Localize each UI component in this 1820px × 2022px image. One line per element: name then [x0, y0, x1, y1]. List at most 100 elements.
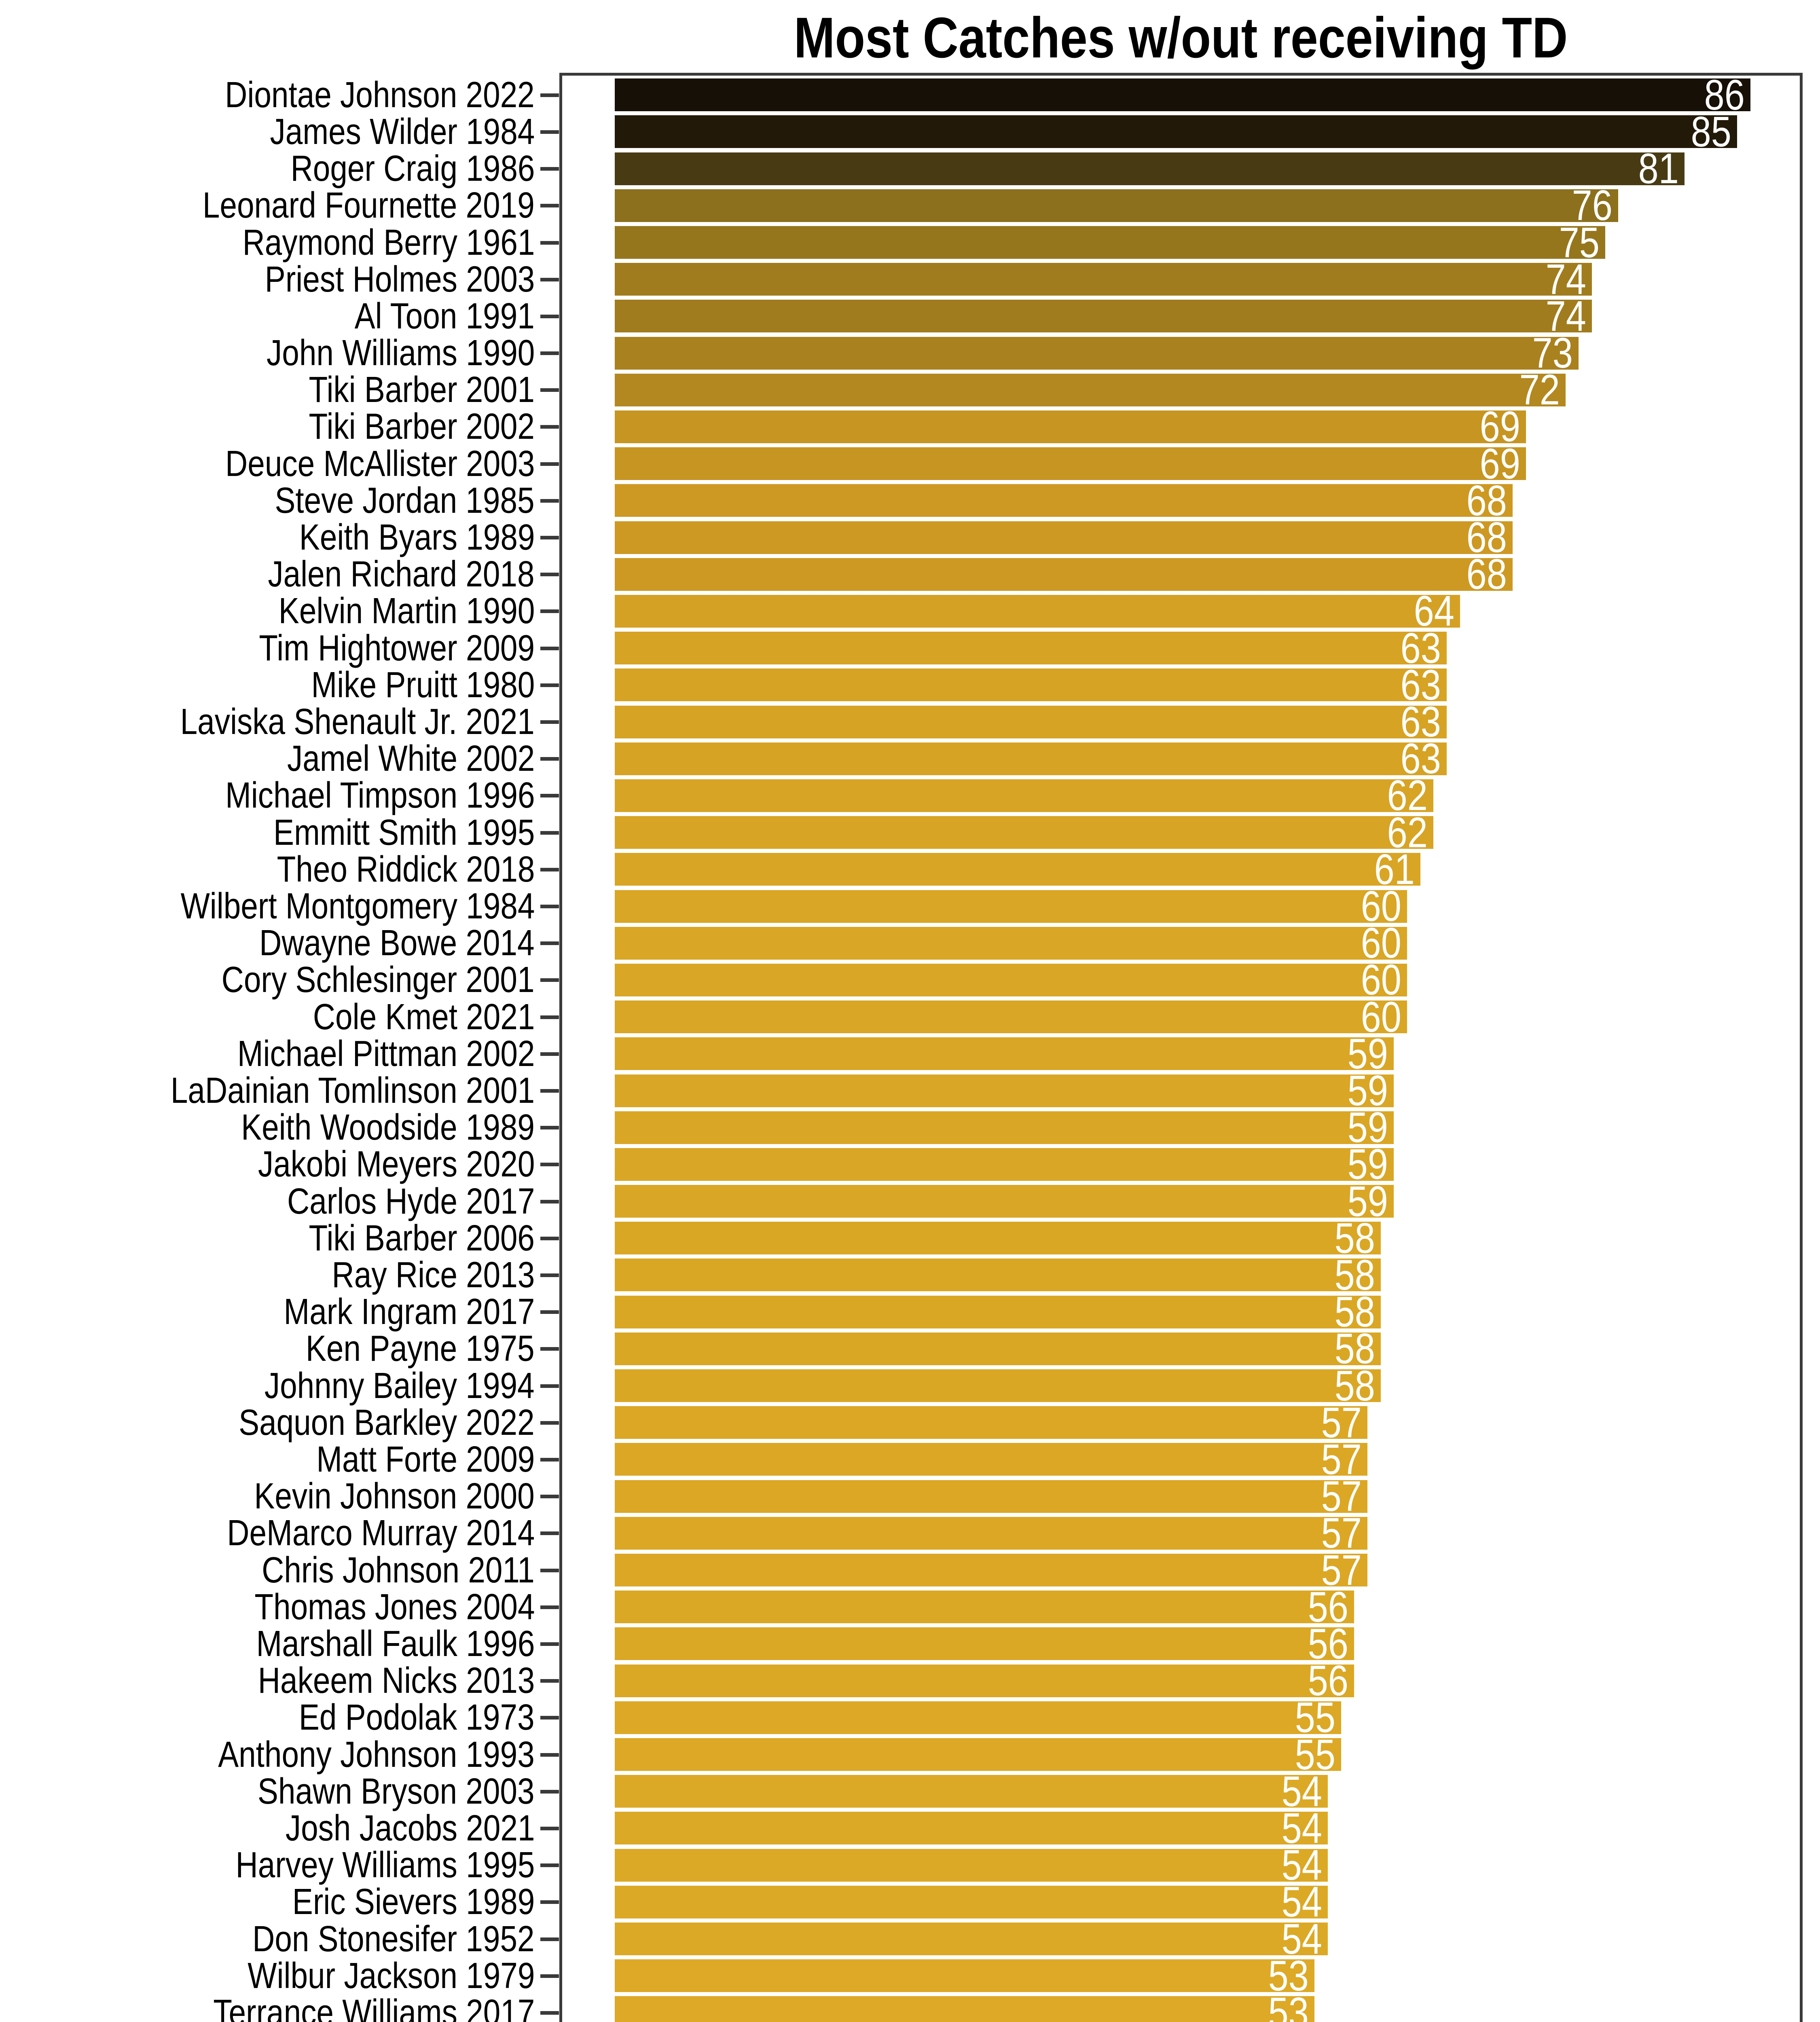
bar-value-label: 54 — [1281, 1804, 1322, 1852]
bar-value-label: 54 — [1281, 1841, 1322, 1889]
bar-value-label: 55 — [1295, 1694, 1335, 1742]
bar: 58 — [615, 1327, 1381, 1370]
bar-value-label: 56 — [1308, 1620, 1348, 1668]
y-axis-tick — [540, 93, 559, 97]
y-axis-label: Eric Sievers 1989 — [0, 1884, 535, 1920]
bar: 62 — [615, 811, 1433, 854]
y-axis-label-text: Dwayne Bowe 2014 — [259, 923, 535, 964]
y-axis-label-text: Anthony Johnson 1993 — [218, 1734, 535, 1775]
bar: 58 — [615, 1217, 1381, 1260]
y-axis-label-text: John Williams 1990 — [266, 333, 535, 374]
y-axis-label: Emmitt Smith 1995 — [0, 814, 535, 851]
y-axis-label: Tim Hightower 2009 — [0, 630, 535, 666]
y-axis-tick — [540, 720, 559, 724]
y-axis-tick — [540, 130, 559, 134]
bar-value-label: 59 — [1347, 1030, 1388, 1078]
bar: 74 — [615, 258, 1592, 301]
y-axis-label: John Williams 1990 — [0, 335, 535, 371]
bar-value-label: 60 — [1361, 993, 1401, 1041]
y-axis-tick — [540, 388, 559, 392]
bar: 59 — [615, 1106, 1394, 1149]
y-axis-tick — [540, 573, 559, 577]
y-axis-tick — [540, 1199, 559, 1203]
y-axis-label: Cory Schlesinger 2001 — [0, 962, 535, 998]
bar-value-label: 59 — [1347, 1140, 1388, 1189]
bar: 63 — [615, 700, 1447, 743]
y-axis-label: Dwayne Bowe 2014 — [0, 925, 535, 961]
bar: 85 — [615, 110, 1737, 153]
y-axis-label: Jalen Richard 2018 — [0, 556, 535, 592]
y-axis-label: Kelvin Martin 1990 — [0, 593, 535, 629]
bar: 59 — [615, 1180, 1394, 1223]
y-axis-tick — [540, 1716, 559, 1720]
y-axis-tick — [540, 277, 559, 281]
y-axis-tick — [540, 1273, 559, 1277]
y-axis-label-text: Don Stonesifer 1952 — [252, 1918, 535, 1959]
y-axis-label-text: Tiki Barber 2002 — [309, 406, 535, 447]
y-axis-label: Saquon Barkley 2022 — [0, 1404, 535, 1441]
bar-value-label: 58 — [1334, 1251, 1375, 1299]
y-axis-label: Keith Woodside 1989 — [0, 1109, 535, 1146]
y-axis-label-text: Ken Payne 1975 — [306, 1328, 535, 1369]
y-axis-tick — [540, 1974, 559, 1978]
y-axis-tick — [540, 536, 559, 540]
bar: 54 — [615, 1918, 1328, 1961]
bar: 68 — [615, 553, 1513, 596]
y-axis-label: Wilbert Montgomery 1984 — [0, 888, 535, 924]
bar: 68 — [615, 479, 1513, 522]
y-axis-label: Cole Kmet 2021 — [0, 999, 535, 1035]
y-axis-label-text: Tim Hightower 2009 — [259, 628, 535, 668]
bar: 54 — [615, 1844, 1328, 1887]
y-axis-label: Steve Jordan 1985 — [0, 482, 535, 519]
bar-value-label: 85 — [1691, 108, 1731, 156]
y-axis-label-text: Diontae Johnson 2022 — [225, 74, 535, 115]
y-axis-label: Raymond Berry 1961 — [0, 224, 535, 261]
y-axis-tick — [540, 314, 559, 318]
y-axis-label: Thomas Jones 2004 — [0, 1589, 535, 1625]
bar-value-label: 72 — [1519, 366, 1560, 414]
y-axis-label-text: Deuce McAllister 2003 — [225, 443, 535, 484]
y-axis-label-text: Ray Rice 2013 — [332, 1254, 535, 1295]
y-axis-label-text: Tiki Barber 2001 — [309, 370, 535, 410]
bar: 69 — [615, 405, 1526, 448]
y-axis-tick — [540, 1384, 559, 1388]
bar: 53 — [615, 1991, 1314, 2022]
y-axis-tick — [540, 1347, 559, 1351]
y-axis-label-text: Matt Forte 2009 — [316, 1439, 535, 1480]
y-axis-label: Diontae Johnson 2022 — [0, 77, 535, 113]
bar: 62 — [615, 774, 1433, 817]
y-axis-label-text: Josh Jacobs 2021 — [285, 1808, 535, 1849]
y-axis-tick — [540, 1863, 559, 1868]
y-axis-tick — [540, 167, 559, 171]
y-axis-label-text: Jalen Richard 2018 — [268, 554, 535, 595]
y-axis-tick — [540, 1937, 559, 1941]
bar-value-label: 68 — [1466, 476, 1507, 525]
bar-value-label: 86 — [1704, 71, 1745, 119]
y-axis-label: Tiki Barber 2001 — [0, 372, 535, 408]
bar: 63 — [615, 664, 1447, 706]
bar-value-label: 54 — [1281, 1878, 1322, 1926]
bar-value-label: 62 — [1387, 772, 1428, 820]
y-axis-label: Ray Rice 2013 — [0, 1257, 535, 1293]
y-axis-label: Michael Pittman 2002 — [0, 1036, 535, 1072]
y-axis-label: Kevin Johnson 2000 — [0, 1478, 535, 1514]
bar: 57 — [615, 1401, 1367, 1444]
y-axis-label: Jamel White 2002 — [0, 740, 535, 777]
y-axis-tick — [540, 1753, 559, 1757]
y-axis-tick — [540, 1531, 559, 1536]
bar: 60 — [615, 922, 1407, 964]
y-axis-tick — [540, 1826, 559, 1830]
y-axis-label: Terrance Williams 2017 — [0, 1995, 535, 2022]
y-axis-label-text: Thomas Jones 2004 — [254, 1586, 535, 1627]
bar-value-label: 68 — [1466, 550, 1507, 599]
bar-value-label: 64 — [1414, 587, 1454, 635]
y-axis-label-text: Steve Jordan 1985 — [275, 480, 535, 521]
bar: 59 — [615, 1143, 1394, 1186]
bar-value-label: 62 — [1387, 808, 1428, 857]
y-axis-label-text: Cory Schlesinger 2001 — [222, 960, 535, 1000]
y-axis-label-text: Eric Sievers 1989 — [292, 1882, 535, 1923]
bar: 61 — [615, 848, 1420, 891]
bar: 63 — [615, 627, 1447, 670]
bar-value-label: 54 — [1281, 1767, 1322, 1815]
